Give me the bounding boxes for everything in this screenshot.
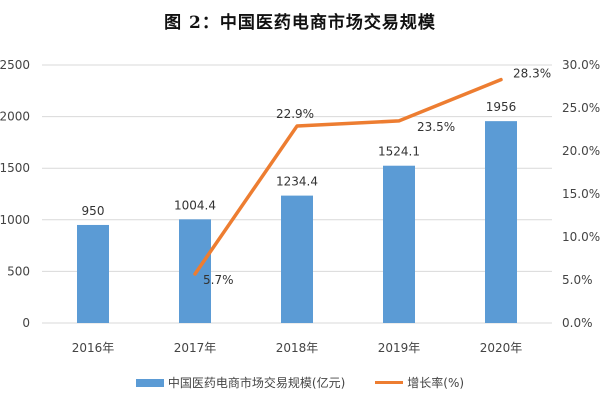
right-axis-tick: 5.0% [562,273,593,287]
left-axis-tick: 1500 [0,161,30,175]
growth-value-label: 28.3% [513,67,551,81]
x-axis-label: 2017年 [174,341,217,355]
chart-legend: 中国医药电商市场交易规模(亿元) 增长率(%) [0,374,600,391]
bar [485,121,517,323]
x-axis-label: 2018年 [276,341,319,355]
left-axis-tick: 1000 [0,213,30,227]
bar-value-label: 1234.4 [276,175,318,189]
x-axis-label: 2019年 [378,341,421,355]
bar-value-label: 1524.1 [378,145,420,159]
left-axis-tick: 500 [7,264,30,278]
bar-value-label: 1004.4 [174,198,216,212]
right-axis-tick: 25.0% [562,101,600,115]
right-axis-tick: 30.0% [562,58,600,72]
x-axis-label: 2016年 [72,341,115,355]
legend-line-swatch [375,381,404,384]
right-axis-tick: 20.0% [562,144,600,158]
growth-value-label: 23.5% [417,120,455,134]
left-axis-tick: 2500 [0,58,30,72]
legend-bar-label: 中国医药电商市场交易规模(亿元) [167,376,346,390]
growth-value-label: 22.9% [276,107,314,121]
growth-line [193,77,503,276]
bar-value-label: 1956 [486,100,517,114]
bar [281,195,313,323]
right-axis-tick: 10.0% [562,230,600,244]
legend-line-label: 增长率(%) [407,376,465,390]
growth-value-label: 5.7% [203,273,234,287]
left-axis-tick: 0 [22,316,30,330]
legend-bar-swatch [135,378,164,387]
bar [383,165,415,323]
right-axis-tick: 15.0% [562,187,600,201]
right-axis-tick: 0.0% [562,316,593,330]
left-axis-tick: 2000 [0,110,30,124]
bar-value-label: 950 [82,204,105,218]
legend-item-line: 增长率(%) [375,374,464,391]
x-axis-label: 2020年 [480,341,523,355]
legend-item-bar: 中国医药电商市场交易规模(亿元) [135,374,346,391]
chart-title: 图 2：中国医药电商市场交易规模 [164,13,436,33]
bar [77,224,109,323]
